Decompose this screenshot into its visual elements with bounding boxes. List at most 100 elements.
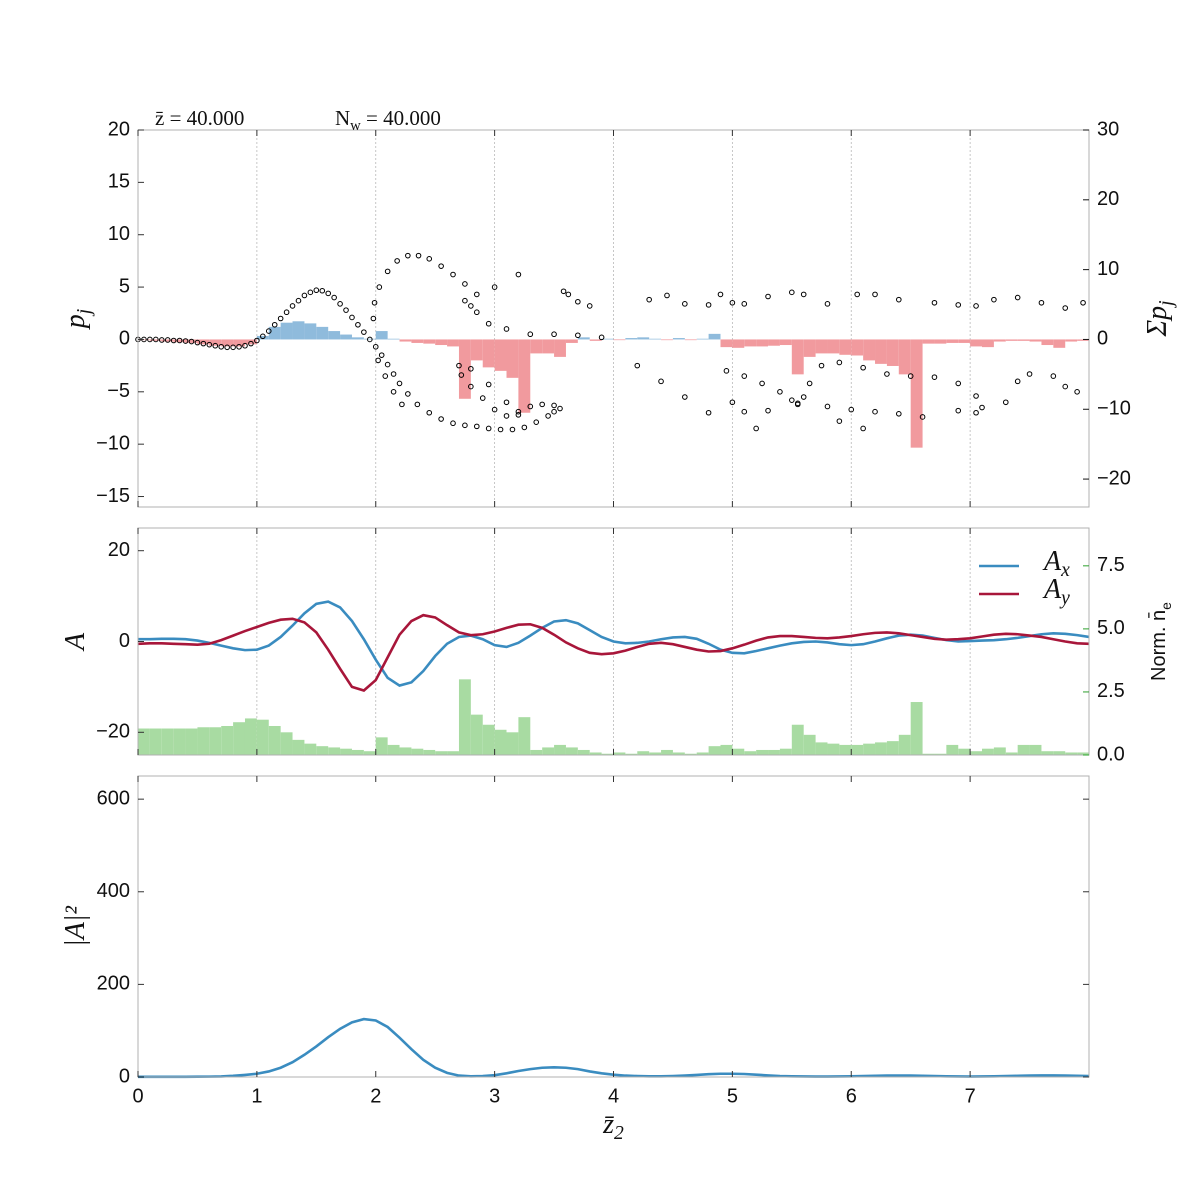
particle	[973, 393, 979, 399]
particle	[182, 338, 189, 344]
particle	[907, 373, 914, 379]
particle	[586, 303, 593, 309]
histogram-bar	[601, 753, 614, 755]
histogram-bar	[518, 717, 531, 755]
histogram-bar	[672, 338, 685, 340]
y-tick-label: 0	[119, 1065, 130, 1087]
particle	[200, 340, 207, 347]
particle	[473, 423, 480, 430]
particle	[456, 362, 462, 369]
particle	[396, 380, 403, 387]
particle	[884, 371, 890, 377]
x-tick-label: 6	[846, 1085, 857, 1107]
particle	[325, 290, 332, 297]
histogram-bar	[482, 339, 495, 368]
particle	[515, 271, 522, 278]
y2-tick-label: 10	[1097, 258, 1119, 280]
particle	[527, 331, 534, 338]
particle	[854, 291, 860, 298]
particle	[390, 371, 397, 377]
y-tick-label: 200	[97, 973, 130, 995]
histogram-bar	[565, 747, 578, 755]
particle	[462, 422, 468, 429]
y2-axis-label-part: Σp	[1142, 306, 1173, 338]
particle	[557, 405, 563, 412]
particle	[361, 329, 367, 335]
particle	[1074, 389, 1080, 395]
particle	[468, 365, 474, 372]
legend-label-part: x	[1060, 560, 1070, 581]
particle	[485, 381, 492, 388]
particle	[789, 397, 795, 403]
histogram-bar	[435, 751, 448, 755]
histogram-bar	[470, 714, 483, 755]
particle	[405, 391, 411, 397]
histogram-bar	[316, 326, 329, 340]
histogram-bar	[863, 743, 876, 755]
line	[138, 1017, 1090, 1079]
histogram-bar	[684, 339, 697, 341]
histogram-bar	[875, 742, 887, 755]
y2-tick-label: 5.0	[1097, 617, 1125, 639]
x-tick-label: 5	[727, 1085, 738, 1107]
particle	[1002, 399, 1009, 406]
particle	[1038, 299, 1045, 306]
histogram-bar	[351, 337, 364, 340]
histogram-bar	[209, 339, 222, 346]
particle	[479, 395, 486, 401]
histogram-bar	[1053, 751, 1066, 755]
histogram-bar	[696, 338, 709, 340]
particle	[371, 299, 378, 306]
histogram-bar	[149, 728, 162, 755]
annotation-part: w	[350, 118, 361, 134]
particle	[164, 337, 171, 343]
histogram-bar	[922, 339, 935, 344]
axes-frame	[137, 775, 1090, 1078]
particle	[533, 419, 540, 425]
particle	[224, 344, 230, 351]
histogram-bar	[304, 743, 317, 755]
histogram-bar	[696, 752, 709, 755]
particle	[551, 331, 557, 338]
histogram-bar	[791, 724, 804, 755]
histogram-bar	[447, 751, 459, 755]
histogram-bar	[1041, 339, 1054, 346]
histogram-bar	[649, 338, 662, 340]
y-tick-label: 5	[119, 275, 130, 297]
annotation-part: N	[335, 106, 350, 130]
particle	[170, 337, 177, 344]
histogram-bar	[732, 748, 745, 755]
particle	[759, 380, 765, 387]
particle	[319, 287, 326, 294]
histogram-bar	[268, 725, 281, 755]
histogram-bar	[280, 322, 293, 340]
particle	[212, 342, 219, 349]
histogram-bar	[256, 335, 269, 340]
histogram-bar	[233, 339, 245, 347]
annotation-part: = 40.000	[361, 106, 441, 130]
histogram-bar	[922, 753, 935, 755]
particle	[206, 341, 213, 348]
histogram-bar	[447, 339, 459, 347]
histogram-bar	[138, 728, 150, 755]
particle	[376, 284, 383, 290]
histogram-bar	[518, 339, 531, 413]
histogram-bar	[779, 748, 792, 755]
y2-tick-label: 0	[1097, 328, 1108, 350]
y-tick-label: 20	[108, 539, 130, 561]
particle	[194, 339, 201, 346]
histogram-bar	[328, 747, 341, 755]
particle	[307, 289, 314, 296]
particle	[545, 413, 551, 419]
histogram-bar	[839, 339, 852, 355]
y-tick-label: −20	[96, 721, 130, 743]
histogram-bar	[910, 702, 923, 755]
y-axis-label: pj	[60, 309, 94, 330]
histogram-bar	[268, 326, 281, 340]
particle	[283, 309, 290, 316]
histogram-bar	[530, 749, 543, 755]
histogram-bar	[744, 751, 757, 755]
histogram-bar	[363, 338, 376, 340]
histogram-bar	[898, 339, 911, 375]
particle	[405, 252, 411, 259]
